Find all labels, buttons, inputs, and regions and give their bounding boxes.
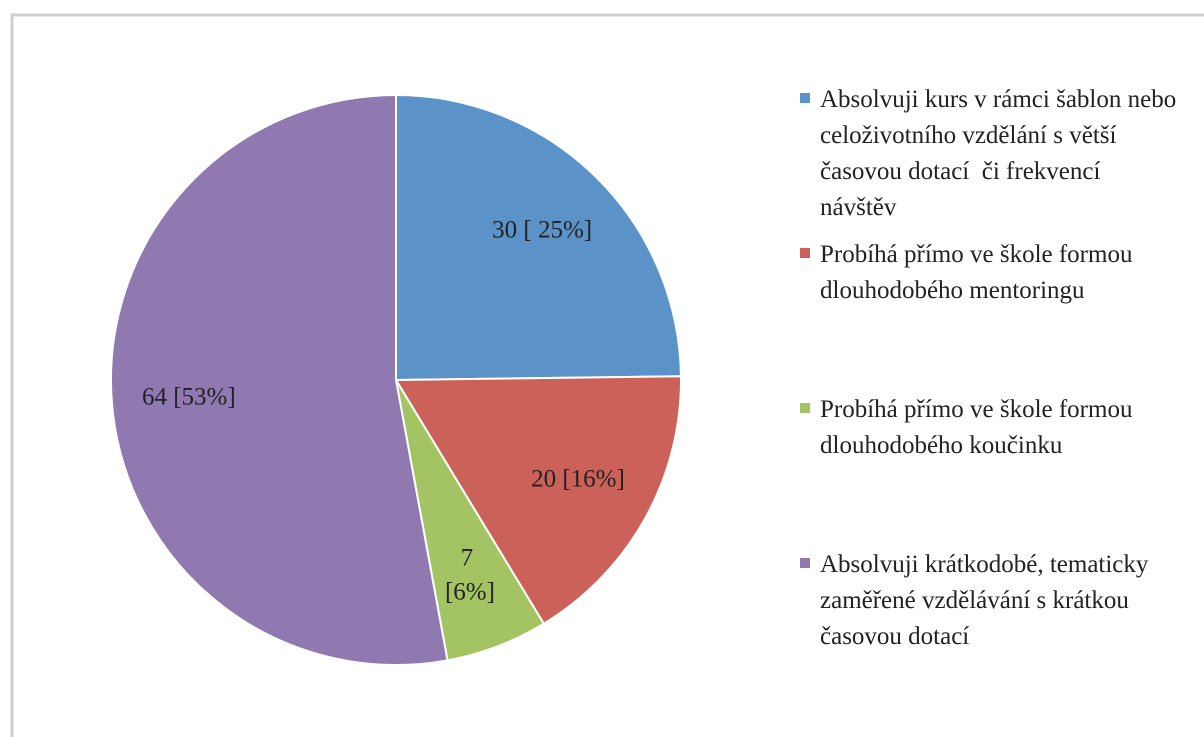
legend-item: Probíhá přímo ve škole formou dlouhodobé… — [798, 392, 1198, 547]
frame — [10, 13, 1204, 737]
legend: Absolvuji kurs v rámci šablon nebo celož… — [798, 82, 1198, 702]
legend-label: Absolvuji krátkodobé, tematicky zaměřené… — [820, 551, 1155, 650]
legend-swatch — [800, 403, 810, 413]
pie-slice — [394, 375, 682, 626]
legend-swatch — [800, 93, 810, 103]
legend-label: Probíhá přímo ve škole formou dlouhodobé… — [820, 241, 1139, 304]
data-label: 7 [6%] — [445, 544, 495, 605]
legend-swatch — [800, 248, 810, 258]
legend-label: Probíhá přímo ve škole formou dlouhodobé… — [820, 396, 1139, 459]
legend-label: Absolvuji kurs v rámci šablon nebo celož… — [820, 86, 1183, 221]
data-label: 20 [16%] — [531, 466, 625, 493]
legend-item: Absolvuji krátkodobé, tematicky zaměřené… — [798, 547, 1198, 702]
legend-item: Absolvuji kurs v rámci šablon nebo celož… — [798, 82, 1198, 237]
legend-item: Probíhá přímo ve škole formou dlouhodobé… — [798, 237, 1198, 392]
data-label: 30 [ 25%] — [492, 217, 592, 244]
pie-slice — [395, 93, 682, 382]
pie-slice — [110, 93, 449, 666]
legend-swatch — [800, 558, 810, 568]
data-label: 64 [53%] — [142, 384, 236, 411]
